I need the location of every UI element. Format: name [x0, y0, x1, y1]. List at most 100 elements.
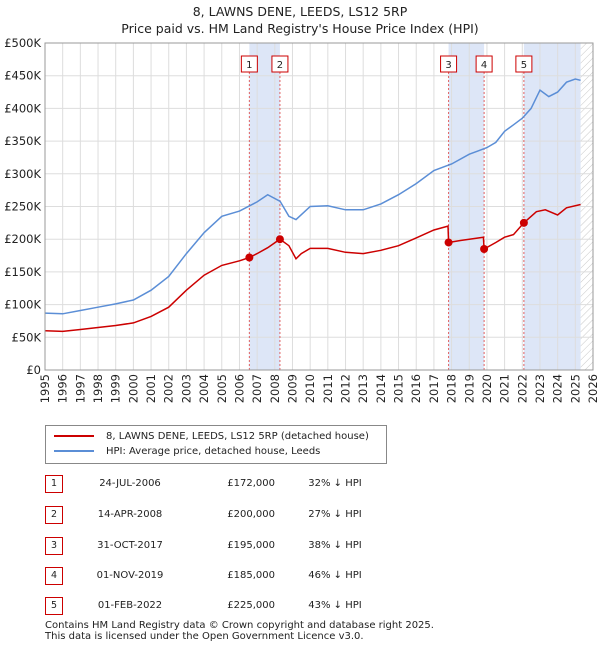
x-tick-label: 2023: [533, 374, 547, 403]
y-tick-label: £50K: [12, 330, 42, 344]
y-tick-label: £100K: [4, 298, 41, 312]
x-tick-label: 2015: [392, 374, 406, 403]
sale-label-box: [440, 55, 458, 73]
y-tick-label: £400K: [4, 101, 41, 115]
x-tick-label: 2012: [339, 374, 353, 403]
sale-point: [275, 235, 284, 244]
legend-label-hpi: HPI: Average price, detached house, Leed…: [106, 446, 321, 457]
x-tick-label: 2008: [268, 374, 282, 403]
sale-row: 5 01-FEB-2022 £225,000 43% ↓ HPI: [45, 597, 445, 615]
sale-label-box: [515, 55, 533, 73]
sale-row: 4 01-NOV-2019 £185,000 46% ↓ HPI: [45, 567, 445, 585]
x-tick-label: 1997: [73, 374, 87, 403]
x-tick-label: 2024: [551, 374, 565, 403]
x-tick-label: 2019: [462, 374, 476, 403]
sale-hpi-diff: 27% ↓ HPI: [308, 509, 362, 520]
y-tick-label: £300K: [4, 167, 41, 181]
sale-label-number: 4: [481, 60, 487, 71]
sale-hpi-diff: 32% ↓ HPI: [308, 478, 362, 489]
property-price-line: [44, 203, 581, 333]
x-tick-label: 2009: [285, 374, 299, 403]
x-tick-label: 2014: [374, 374, 388, 403]
sale-price: £195,000: [227, 540, 275, 551]
legend-item-property: 8, LAWNS DENE, LEEDS, LS12 5RP (detached…: [54, 430, 369, 444]
chart-title-line2: Price paid vs. HM Land Registry's House …: [121, 21, 479, 36]
sale-label-number: 2: [277, 60, 283, 71]
x-tick-label: 2010: [303, 374, 317, 403]
sale-label-number: 5: [521, 60, 527, 71]
y-tick-label: £150K: [4, 265, 41, 279]
x-tick-label: 2013: [356, 374, 370, 403]
sale-label-number: 1: [246, 60, 252, 71]
sale-hpi-diff: 38% ↓ HPI: [308, 540, 362, 551]
sale-price: £172,000: [227, 478, 275, 489]
sale-point: [480, 245, 489, 254]
chart-title: 8, LAWNS DENE, LEEDS, LS12 5RP Price pai…: [0, 3, 600, 37]
y-tick-label: £500K: [4, 36, 41, 50]
x-tick-label: 2000: [126, 374, 140, 403]
x-tick-label: 2004: [197, 374, 211, 403]
sale-label-number: 3: [445, 60, 451, 71]
sale-date: 01-NOV-2019: [96, 570, 164, 581]
x-tick-label: 2025: [568, 374, 582, 403]
legend-item-hpi: HPI: Average price, detached house, Leed…: [54, 445, 320, 459]
x-tick-label: 1998: [91, 374, 105, 403]
x-tick-label: 2021: [498, 374, 512, 403]
x-tick-label: 2026: [586, 374, 600, 403]
sale-price: £200,000: [227, 509, 275, 520]
sale-price: £185,000: [227, 570, 275, 581]
sale-number-badge: 3: [45, 537, 63, 555]
x-tick-label: 1995: [38, 374, 52, 403]
sale-hpi-diff: 43% ↓ HPI: [308, 600, 362, 611]
y-tick-label: £0: [26, 363, 41, 377]
sale-label-box: [271, 55, 289, 73]
x-tick-label: 2003: [179, 374, 193, 403]
sale-price: £225,000: [227, 600, 275, 611]
y-tick-label: £450K: [4, 69, 41, 83]
x-tick-label: 2020: [480, 374, 494, 403]
sale-number-badge: 5: [45, 597, 63, 615]
footer-copyright: Contains HM Land Registry data © Crown c…: [45, 620, 434, 631]
y-tick-label: £200K: [4, 232, 41, 246]
sale-label-box: [475, 55, 493, 73]
sale-point: [519, 218, 528, 227]
sale-row: 2 14-APR-2008 £200,000 27% ↓ HPI: [45, 506, 445, 524]
sale-number-badge: 2: [45, 506, 63, 524]
sale-row: 1 24-JUL-2006 £172,000 32% ↓ HPI: [45, 475, 445, 493]
sale-number-badge: 4: [45, 567, 63, 585]
footer: Contains HM Land Registry data © Crown c…: [45, 620, 434, 642]
x-tick-label: 2017: [427, 374, 441, 403]
sale-date: 24-JUL-2006: [99, 478, 161, 489]
x-tick-label: 1996: [56, 374, 70, 403]
x-tick-label: 2001: [144, 374, 158, 403]
x-tick-label: 2002: [162, 374, 176, 403]
sale-date: 01-FEB-2022: [97, 600, 163, 611]
x-tick-label: 2011: [321, 374, 335, 403]
x-tick-label: 2022: [515, 374, 529, 403]
legend-label-property: 8, LAWNS DENE, LEEDS, LS12 5RP (detached…: [106, 431, 369, 442]
chart-legend: 8, LAWNS DENE, LEEDS, LS12 5RP (detached…: [45, 425, 387, 464]
x-tick-label: 2005: [215, 374, 229, 403]
x-tick-label: 2007: [250, 374, 264, 403]
chart-title-line1: 8, LAWNS DENE, LEEDS, LS12 5RP: [192, 4, 408, 19]
sale-hpi-diff: 46% ↓ HPI: [308, 570, 362, 581]
legend-swatch-hpi: [54, 450, 94, 452]
x-tick-label: 2006: [232, 374, 246, 403]
plot-frame: [44, 42, 594, 371]
x-tick-label: 2016: [409, 374, 423, 403]
hpi-line: [44, 78, 581, 315]
legend-swatch-property: [54, 435, 94, 437]
x-tick-label: 2018: [445, 374, 459, 403]
y-tick-label: £350K: [4, 134, 41, 148]
sale-point: [444, 238, 453, 247]
sale-point: [245, 253, 254, 262]
sale-date: 31-OCT-2017: [97, 540, 163, 551]
y-tick-label: £250K: [4, 200, 41, 214]
sale-date: 14-APR-2008: [97, 509, 163, 520]
price-chart: £0 £50K £100K £150K £200K £250K £300K £350K £400…: [4, 36, 600, 403]
footer-licence: This data is licensed under the Open Gov…: [45, 631, 364, 642]
sale-number-badge: 1: [45, 475, 63, 493]
x-tick-label: 1999: [109, 374, 123, 403]
sale-row: 3 31-OCT-2017 £195,000 38% ↓ HPI: [45, 537, 445, 555]
sale-label-box: [240, 55, 258, 73]
